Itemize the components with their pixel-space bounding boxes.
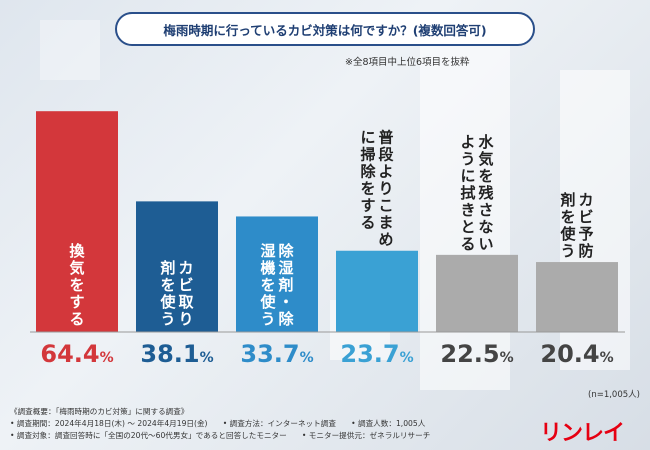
svg-text:使: 使 [259, 293, 276, 311]
svg-text:め: め [378, 231, 393, 249]
svg-text:と: と [460, 218, 475, 236]
svg-text:に: に [360, 129, 375, 147]
svg-text:拭: 拭 [460, 184, 475, 202]
svg-text:い: い [478, 235, 493, 253]
bar-3 [236, 216, 318, 332]
svg-text:除: 除 [360, 163, 376, 181]
svg-text:を: を [160, 276, 175, 294]
value-label-5: 22.5% [440, 340, 513, 368]
svg-text:よ: よ [460, 133, 475, 151]
svg-text:を: を [560, 208, 575, 226]
svg-text:気: 気 [69, 259, 84, 277]
svg-text:剤: 剤 [277, 276, 293, 294]
svg-text:る: る [69, 310, 84, 328]
brand-logo: リンレイ [540, 421, 625, 446]
survey-details-2: • 調査対象：調査回答時に「全国の20代～60代男女」であると回答したモニター … [10, 431, 431, 440]
svg-text:防: 防 [578, 242, 593, 260]
svg-text:カ: カ [578, 191, 593, 209]
svg-text:カ: カ [178, 259, 193, 277]
survey-details-1: • 調査期間：2024年4月18日(木) ～ 2024年4月19日(金) • 調… [10, 419, 426, 428]
value-label-4: 23.7% [340, 340, 413, 368]
svg-text:除: 除 [278, 310, 294, 328]
value-label-6: 20.4% [540, 340, 613, 368]
svg-text:・: ・ [278, 293, 293, 311]
bar-4 [336, 250, 418, 332]
svg-text:を: を [360, 180, 375, 198]
svg-text:気: 気 [478, 150, 493, 168]
svg-text:湿: 湿 [260, 242, 275, 260]
value-label-2: 38.1% [140, 340, 213, 368]
sample-size: (n=1,005人) [588, 390, 640, 400]
svg-text:段: 段 [378, 146, 393, 164]
svg-text:ビ: ビ [178, 276, 193, 294]
svg-text:こ: こ [378, 197, 393, 215]
svg-text:り: り [378, 180, 393, 198]
svg-text:を: を [69, 276, 84, 294]
bar-5 [436, 254, 518, 332]
svg-text:う: う [260, 310, 275, 328]
svg-text:使: 使 [559, 225, 576, 243]
survey-overview: 《調査概要：「梅雨時期のカビ対策」に関する調査》 [10, 407, 189, 416]
svg-text:る: る [360, 214, 375, 232]
svg-text:う: う [160, 310, 175, 328]
svg-text:な: な [478, 218, 493, 236]
svg-text:残: 残 [478, 184, 493, 202]
bar-1 [36, 111, 118, 332]
svg-text:う: う [560, 242, 575, 260]
svg-text:う: う [460, 150, 475, 168]
svg-text:機: 機 [260, 259, 275, 277]
svg-text:よ: よ [378, 163, 393, 181]
svg-text:に: に [460, 167, 475, 185]
svg-text:き: き [460, 201, 475, 219]
svg-text:を: を [478, 167, 493, 185]
selection-note: ※全8項目中上位6項目を抜粋 [345, 57, 470, 68]
value-label-3: 33.7% [240, 340, 313, 368]
svg-text:る: る [460, 235, 475, 253]
svg-text:を: を [260, 276, 275, 294]
svg-text:湿: 湿 [278, 259, 293, 277]
svg-text:取: 取 [178, 293, 194, 311]
svg-text:普: 普 [378, 129, 393, 147]
svg-text:換: 換 [69, 242, 85, 260]
svg-text:す: す [69, 293, 84, 311]
svg-text:除: 除 [278, 242, 294, 260]
svg-text:さ: さ [478, 201, 493, 219]
svg-text:剤: 剤 [559, 191, 575, 209]
svg-text:ま: ま [378, 214, 393, 232]
svg-text:掃: 掃 [360, 146, 375, 164]
svg-text:剤: 剤 [159, 259, 175, 277]
svg-text:使: 使 [159, 293, 176, 311]
background-decoration [40, 20, 100, 80]
chart-title: 梅雨時期に行っているカビ対策は何ですか？(複数回答可) [115, 12, 535, 46]
svg-text:ビ: ビ [578, 208, 593, 226]
bar-6 [536, 262, 618, 332]
svg-text:水: 水 [478, 133, 494, 151]
value-label-1: 64.4% [40, 340, 113, 368]
svg-text:り: り [178, 310, 193, 328]
svg-text:予: 予 [578, 225, 593, 243]
bar-2 [136, 201, 218, 332]
svg-text:す: す [360, 197, 375, 215]
